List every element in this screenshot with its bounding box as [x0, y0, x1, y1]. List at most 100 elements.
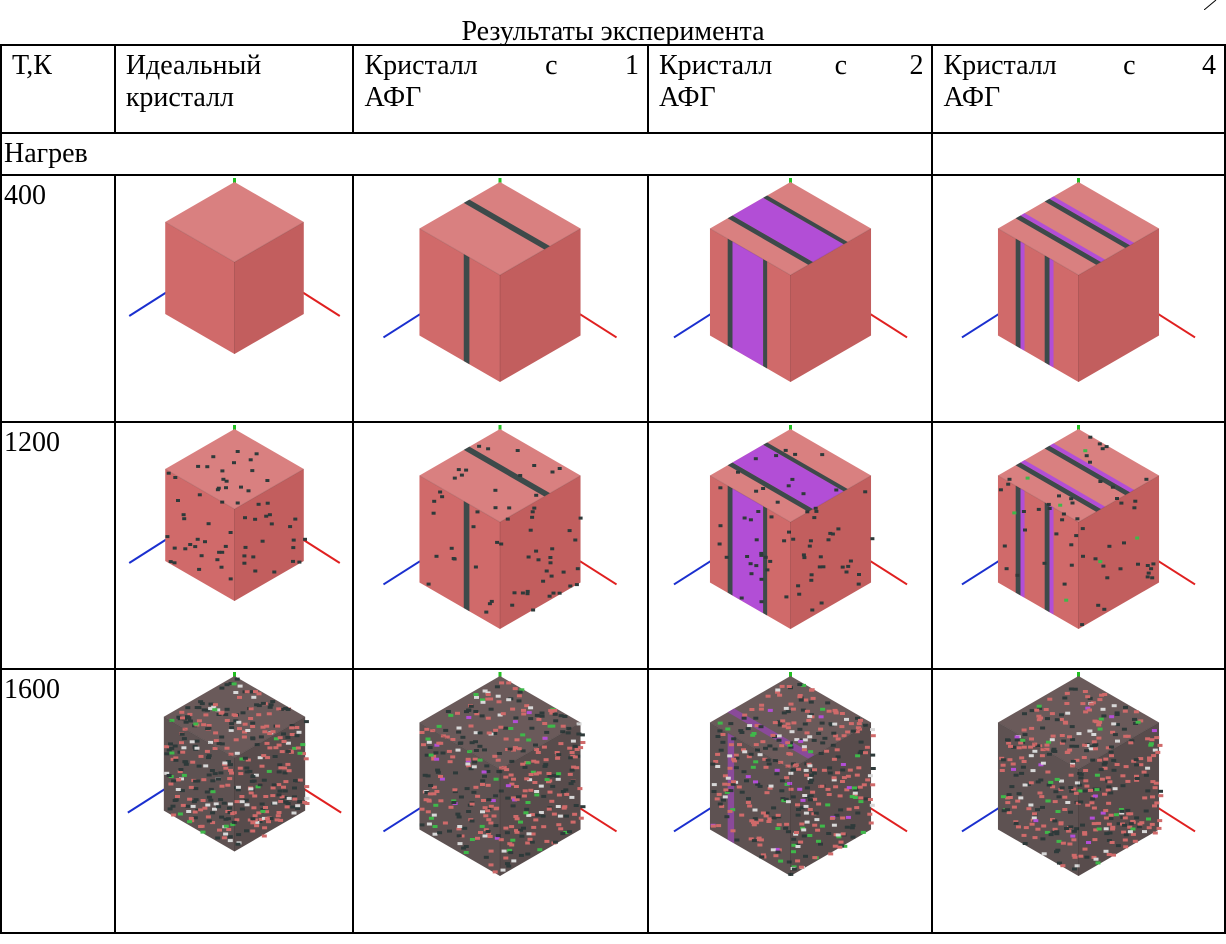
- cube-left-face: [419, 228, 501, 382]
- cube-right-face: [500, 475, 582, 629]
- apb-band-top: [1020, 213, 1106, 262]
- crystal-image: [113, 174, 355, 423]
- cube-top-face: [998, 676, 1160, 769]
- apb-band-top: [727, 462, 814, 512]
- cube-top-face: [998, 182, 1160, 275]
- crystal-image: [352, 174, 649, 423]
- cube-right-face: [1078, 228, 1160, 382]
- crystal-image: [646, 174, 934, 423]
- apb-band-top: [1016, 462, 1102, 512]
- header-ideal-crystal: Идеальный кристалл: [113, 44, 355, 134]
- crystal-cube-render: [673, 672, 908, 876]
- cube-left-face: [419, 475, 501, 629]
- header-row: Т,К Идеальный кристалл Кристалл с 1 АФГ Крис…: [0, 44, 1226, 134]
- header-crystal-4-apb: Кристалл с 4 АФГ: [931, 44, 1226, 134]
- crystal-cube-render: [961, 178, 1197, 382]
- crystal-image: [646, 421, 934, 670]
- apb-band-top: [763, 442, 848, 492]
- apb-band-side: [732, 488, 764, 614]
- crystal-image: [113, 668, 355, 934]
- page-title: Результаты эксперимента: [461, 16, 765, 47]
- apb-band-top: [1049, 196, 1135, 246]
- crystal-image: [113, 421, 355, 670]
- cube-right-face: [234, 469, 304, 601]
- apb-band-side: [727, 485, 733, 596]
- cube-left-face: [165, 469, 235, 601]
- data-row-1200: 1200: [0, 421, 1226, 670]
- cube-top-face: [419, 182, 582, 275]
- apb-band-top: [1045, 445, 1131, 496]
- apb-band-top: [464, 199, 551, 250]
- apb-band-side: [727, 732, 735, 844]
- cube-top-face: [419, 429, 582, 522]
- atom-texture: [710, 683, 876, 876]
- crystal-cube-render: [383, 425, 618, 629]
- apb-band-top: [1045, 198, 1131, 249]
- cube-left-face: [165, 222, 235, 354]
- apb-band-top: [727, 215, 814, 265]
- crystal-cube-render: [961, 672, 1197, 876]
- apb-band-top: [763, 195, 848, 245]
- crystal-cube-render: [128, 425, 341, 601]
- header-temperature: Т,К: [0, 44, 116, 134]
- crystal-image: [931, 421, 1226, 670]
- crystal-cube-render: [673, 178, 908, 382]
- atom-texture: [717, 448, 875, 612]
- results-table: Т,К Идеальный кристалл Кристалл с 1 АФГ Крис…: [0, 44, 1226, 934]
- crystal-cube-render: [673, 425, 908, 629]
- section-heating: Нагрев: [0, 132, 934, 176]
- apb-band-side: [1049, 258, 1055, 368]
- apb-band-side: [1020, 488, 1026, 598]
- atom-texture: [427, 444, 584, 614]
- apb-band-side: [732, 241, 764, 367]
- apb-band-side: [1045, 255, 1050, 366]
- section-empty-cell: [931, 132, 1226, 176]
- apb-band-side: [763, 259, 768, 369]
- apb-band-side: [727, 238, 733, 349]
- cube-left-face: [163, 716, 235, 852]
- cube-right-face: [790, 228, 871, 382]
- section-row: Нагрев: [0, 132, 1226, 176]
- atom-texture: [163, 677, 310, 846]
- temperature-cell: 1200: [0, 421, 116, 670]
- atom-texture: [419, 681, 586, 874]
- data-row-1600: 1600: [0, 668, 1226, 934]
- crystal-cube-render: [128, 178, 341, 354]
- apb-band-top: [732, 197, 844, 262]
- atom-texture: [999, 687, 1164, 871]
- crystal-image: [352, 421, 649, 670]
- apb-band-side: [1020, 241, 1026, 351]
- cube-right-face: [1078, 475, 1160, 629]
- atom-texture: [165, 450, 307, 581]
- crystal-image: [931, 174, 1226, 423]
- corner-mark: [1204, 0, 1217, 10]
- apb-band-side: [1049, 505, 1055, 615]
- apb-band-side: [1045, 502, 1050, 613]
- cube-right-face: [500, 228, 582, 382]
- apb-band-side: [1016, 485, 1021, 596]
- temperature-cell: 1600: [0, 668, 116, 934]
- temperature-cell: 400: [0, 174, 116, 423]
- crystal-image: [646, 668, 934, 934]
- apb-band-top: [732, 444, 844, 509]
- apb-band-side: [1016, 238, 1021, 349]
- cube-top-face: [419, 676, 582, 769]
- apb-band-side: [464, 254, 470, 365]
- crystal-image: [352, 668, 649, 934]
- atom-texture: [999, 435, 1156, 627]
- data-row-400: 400: [0, 174, 1226, 423]
- cube-right-face: [234, 222, 304, 354]
- apb-band-top: [464, 446, 551, 497]
- header-crystal-1-apb: Кристалл с 1 АФГ: [352, 44, 649, 134]
- cube-left-face: [998, 722, 1079, 876]
- crystal-image: [931, 668, 1226, 934]
- apb-band-side: [464, 501, 470, 612]
- crystal-cube-render: [127, 672, 342, 852]
- apb-band-top: [1020, 460, 1106, 509]
- crystal-cube-render: [383, 672, 618, 876]
- crystal-cube-render: [961, 425, 1197, 629]
- cube-right-face: [790, 475, 871, 629]
- header-crystal-2-apb: Кристалл с 2 АФГ: [646, 44, 934, 134]
- apb-band-top: [1016, 215, 1102, 265]
- crystal-cube-render: [383, 178, 618, 382]
